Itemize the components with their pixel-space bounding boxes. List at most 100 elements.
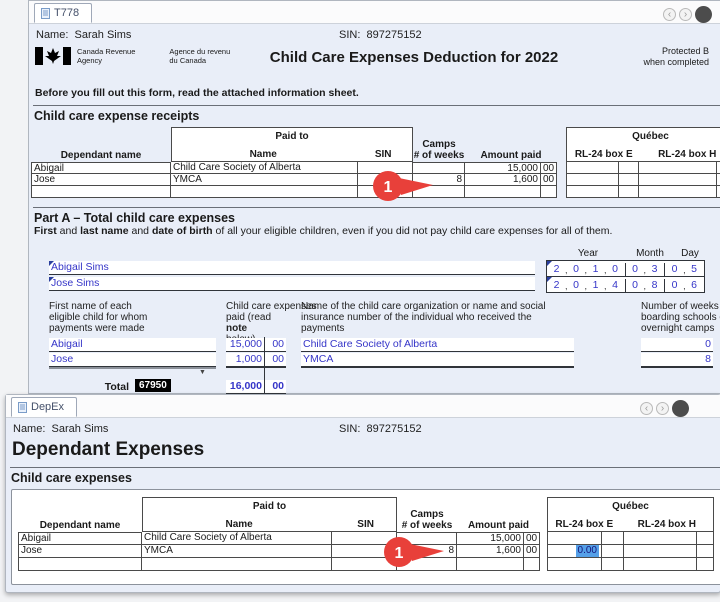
dob-field[interactable]: 2,0,1,0 0,3 0,5 [546, 260, 705, 277]
parta-weeks-field[interactable] [641, 367, 713, 368]
parta-amount-field[interactable]: 1,000 00 [226, 353, 286, 367]
parta-amount-field[interactable]: 15,000 00 [226, 338, 286, 352]
cell-paidto-name[interactable]: Child Care Society of Alberta [171, 162, 358, 174]
parta-total-amount: 16,000 00 [226, 380, 286, 394]
cell-rl24h-sub[interactable] [717, 186, 720, 198]
total-label: Total [104, 381, 129, 393]
cell-rl24h[interactable] [624, 558, 697, 571]
cell-rl24h-sub[interactable] [717, 174, 720, 186]
cell-amount[interactable] [457, 558, 524, 571]
cell-rl24h-sub[interactable] [697, 545, 714, 558]
t778-tabstrip [29, 1, 720, 24]
cell-rl24h[interactable] [639, 186, 717, 198]
cell-dependant[interactable]: Jose [18, 545, 142, 558]
cell-rl24h[interactable] [624, 545, 697, 558]
cell-dependant[interactable] [31, 186, 171, 198]
cell-rl24h-sub[interactable] [697, 532, 714, 545]
child-name-field[interactable]: Abigail Sims [49, 261, 535, 275]
parta-org-field[interactable]: Child Care Society of Alberta [301, 338, 574, 352]
tab-t778[interactable]: T778 [34, 3, 93, 23]
receipts-heading: Child care expense receipts [34, 109, 200, 123]
cell-rl24e[interactable] [566, 174, 619, 186]
cell-paidto-name[interactable]: Child Care Society of Alberta [142, 532, 332, 545]
cell-amount[interactable]: 15,000 [465, 162, 541, 174]
cell-dependant[interactable]: Jose [31, 174, 171, 186]
dob-field[interactable]: 2,0,1,4 0,8 0,6 [546, 276, 705, 293]
cell-paidto-name[interactable] [171, 186, 358, 198]
cell-weeks[interactable] [413, 162, 465, 174]
cell-rl24h[interactable] [639, 162, 717, 174]
parta-weeks-field[interactable]: 8 [641, 353, 713, 367]
cell-rl24h[interactable] [639, 174, 717, 186]
cell-rl24e[interactable] [547, 532, 602, 545]
nav-forward-button[interactable]: › [656, 402, 669, 415]
cell-amount-cents[interactable] [541, 186, 557, 198]
cell-amount[interactable]: 1,600 [457, 545, 524, 558]
dropdown-arrow-icon[interactable]: ▼ [199, 369, 206, 376]
cell-rl24e-sub[interactable] [602, 532, 624, 545]
cell-amount-cents[interactable]: 00 [541, 162, 557, 174]
cell-dependant[interactable]: Abigail [18, 532, 142, 545]
cell-rl24e-sub[interactable] [602, 545, 624, 558]
cell-rl24e-sub[interactable] [619, 162, 639, 174]
cell-rl24e[interactable] [566, 162, 619, 174]
cell-amount-cents[interactable]: 00 [524, 532, 540, 545]
cell-weeks[interactable]: 8 [413, 174, 465, 186]
parta-amount-field[interactable] [226, 367, 286, 368]
paid-to-group-header: Paid to Name SIN [142, 497, 397, 532]
cell-rl24e[interactable]: 0.00 [547, 545, 602, 558]
taxpayer-name: Name: Sarah Sims [36, 29, 132, 41]
line-code-badge: 67950 [135, 379, 171, 392]
document-icon [41, 7, 50, 19]
cell-rl24e[interactable] [566, 186, 619, 198]
cell-paidto-name[interactable]: YMCA [171, 174, 358, 186]
cell-weeks[interactable] [413, 186, 465, 198]
cell-rl24h[interactable] [624, 532, 697, 545]
cents-divider-line [264, 337, 265, 393]
tab-depex[interactable]: DepEx [11, 397, 78, 417]
cell-rl24e[interactable] [547, 558, 602, 571]
gear-icon[interactable] [672, 400, 689, 417]
section-divider [33, 105, 720, 106]
cell-paidto-name[interactable] [142, 558, 332, 571]
paid-to-group-header: Paid to Name SIN [171, 127, 413, 162]
cell-rl24h-sub[interactable] [717, 162, 720, 174]
cell-rl24h-sub[interactable] [697, 558, 714, 571]
cell-amount[interactable]: 15,000 [457, 532, 524, 545]
parta-org-field[interactable]: YMCA [301, 353, 574, 367]
cell-weeks[interactable] [397, 532, 457, 545]
form-title: Child Care Expenses Deduction for 2022 [269, 49, 559, 66]
protected-b-label: Protected B when completed [643, 46, 709, 67]
cell-rl24e-sub[interactable] [602, 558, 624, 571]
child-name-field[interactable]: Jose Sims [49, 277, 535, 291]
dependant-column-header: Dependant name [60, 149, 142, 161]
parta-weeks-field[interactable]: 0 [641, 338, 713, 352]
cell-weeks[interactable] [397, 558, 457, 571]
parta-col1-header: First name of each eligible child for who… [49, 301, 148, 334]
cell-dependant[interactable]: Abigail [31, 162, 171, 174]
nav-back-button[interactable]: ‹ [663, 8, 676, 21]
cell-paidto-name[interactable]: YMCA [142, 545, 332, 558]
parta-child-field[interactable] [49, 367, 216, 369]
nav-forward-button[interactable]: › [679, 8, 692, 21]
nav-back-button[interactable]: ‹ [640, 402, 653, 415]
selected-value: 0.00 [575, 545, 599, 557]
parta-child-field[interactable]: Jose [49, 353, 216, 367]
parta-org-field[interactable] [301, 367, 574, 368]
parta-child-field[interactable]: Abigail [49, 338, 216, 352]
cell-dependant[interactable] [18, 558, 142, 571]
dependant-column-header: Dependant name [39, 519, 121, 531]
cell-amount[interactable]: 1,600 [465, 174, 541, 186]
canada-flag-icon [35, 47, 71, 65]
section-divider [33, 207, 720, 208]
cell-amount[interactable] [465, 186, 541, 198]
cell-rl24e-sub[interactable] [619, 186, 639, 198]
cell-amount-cents[interactable]: 00 [541, 174, 557, 186]
gear-icon[interactable] [695, 6, 712, 23]
cell-rl24e-sub[interactable] [619, 174, 639, 186]
depex-table-card: Dependant name Paid to Name SIN Camps # of… [11, 489, 720, 585]
cell-amount-cents[interactable]: 00 [524, 545, 540, 558]
cell-amount-cents[interactable] [524, 558, 540, 571]
depex-tabstrip [6, 395, 720, 418]
